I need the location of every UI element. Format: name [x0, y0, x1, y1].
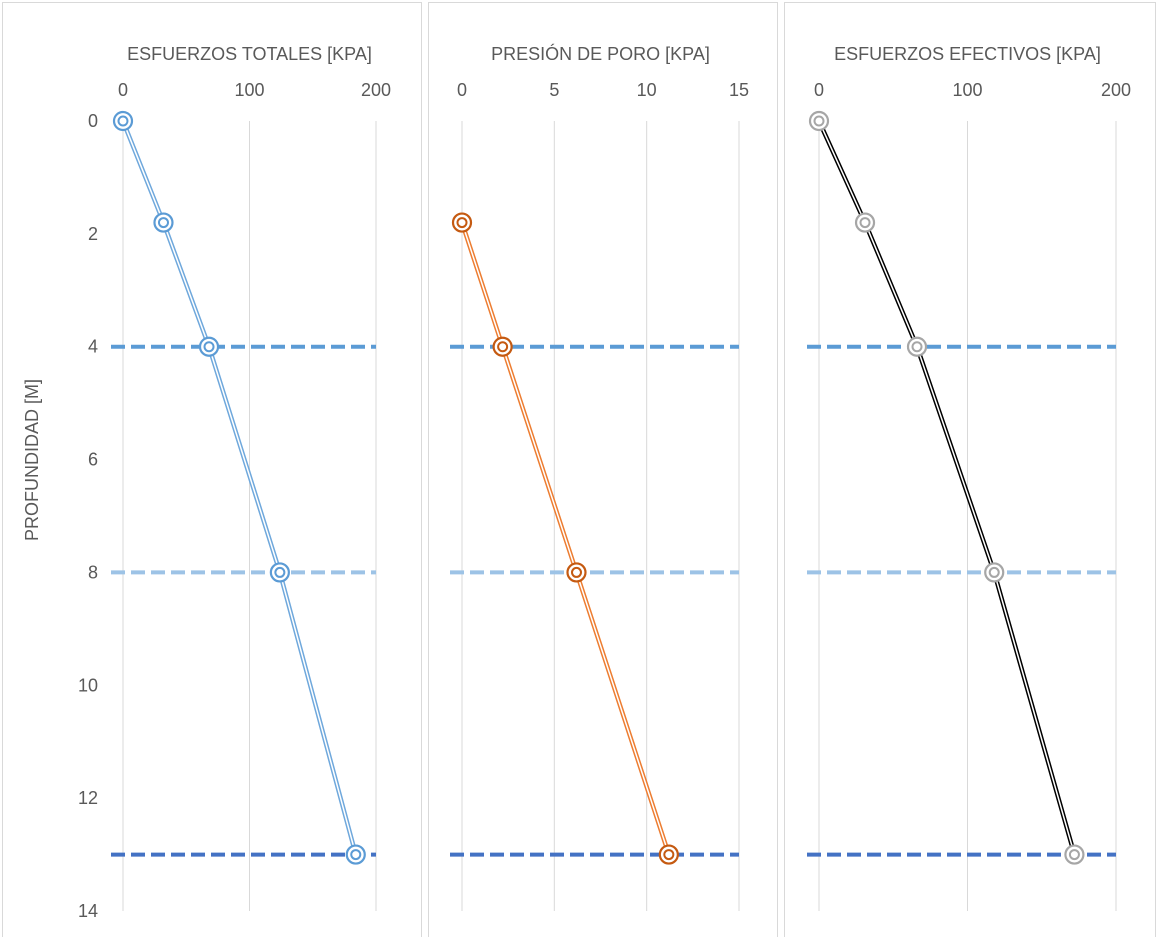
data-point-inner: [117, 115, 129, 127]
data-point-outer: [808, 110, 830, 132]
y-tick-label: 12: [78, 788, 98, 808]
data-point-inner: [157, 217, 169, 229]
data-point: [658, 844, 679, 865]
data-point-outer: [198, 336, 220, 357]
data-point-outer: [1064, 844, 1085, 865]
data-point: [345, 844, 366, 865]
panel-frame-1: [2, 2, 422, 937]
x-tick-label: 100: [952, 80, 982, 100]
x-tick-label: 5: [549, 80, 559, 100]
chart-title: ESFUERZOS EFECTIVOS [KPA]: [834, 44, 1101, 64]
x-tick-label: 100: [234, 80, 264, 100]
data-point-inner: [813, 115, 825, 127]
data-point: [492, 336, 513, 357]
data-point: [153, 212, 174, 233]
data-point: [566, 562, 587, 583]
x-tick-label: 10: [637, 80, 657, 100]
x-tick-label: 15: [729, 80, 749, 100]
x-tick-label: 0: [118, 80, 128, 100]
data-point: [112, 110, 134, 132]
data-point-outer: [906, 336, 928, 357]
data-point-outer: [658, 844, 679, 865]
data-point-outer: [492, 336, 513, 357]
y-tick-label: 2: [88, 224, 98, 244]
chart-title: PRESIÓN DE PORO [KPA]: [491, 43, 710, 64]
data-point-inner: [859, 217, 871, 229]
y-tick-label: 8: [88, 562, 98, 582]
series-line-inner: [461, 222, 670, 855]
data-point-inner: [203, 341, 215, 353]
y-tick-label: 10: [78, 675, 98, 695]
data-point-outer: [451, 212, 473, 233]
x-tick-label: 0: [814, 80, 824, 100]
data-point: [269, 562, 290, 583]
data-point-inner: [456, 217, 468, 229]
data-point-outer: [984, 562, 1005, 583]
data-point: [984, 562, 1005, 583]
data-point-inner: [350, 849, 362, 861]
y-tick-label: 4: [88, 337, 98, 357]
data-point-outer: [269, 562, 290, 583]
data-point-inner: [497, 341, 509, 353]
data-point: [808, 110, 830, 132]
data-point-outer: [112, 110, 134, 132]
data-point: [1064, 844, 1085, 865]
data-point: [906, 336, 928, 357]
data-point-inner: [570, 566, 582, 578]
data-point-inner: [988, 566, 1000, 578]
data-point: [451, 212, 473, 233]
data-point-outer: [566, 562, 587, 583]
chart-title: ESFUERZOS TOTALES [KPA]: [127, 44, 372, 64]
x-tick-label: 200: [1101, 80, 1131, 100]
data-point-outer: [345, 844, 366, 865]
x-tick-label: 200: [361, 80, 391, 100]
data-point-inner: [911, 341, 923, 353]
chart-panel-3: ESFUERZOS EFECTIVOS [KPA] 0 100 200: [807, 44, 1131, 911]
y-axis-title: PROFUNDIDAD [M]: [22, 379, 42, 541]
data-point: [854, 212, 876, 233]
panel-frame-2: [428, 2, 778, 937]
panel-frame-3: [784, 2, 1156, 937]
y-tick-labels: 0 2 4 6 8 10 12 14: [78, 111, 98, 921]
chart-panel-1: ESFUERZOS TOTALES [KPA] 0 100 200: [111, 44, 391, 911]
data-point-outer: [854, 212, 876, 233]
data-point-outer: [153, 212, 174, 233]
x-tick-label: 0: [457, 80, 467, 100]
y-tick-label: 6: [88, 450, 98, 470]
data-point: [198, 336, 220, 357]
data-point-inner: [663, 849, 675, 861]
chart-panel-2: PRESIÓN DE PORO [KPA] 0 5 10 15: [450, 43, 749, 911]
y-tick-label: 14: [78, 901, 98, 921]
data-point-inner: [274, 566, 286, 578]
y-tick-label: 0: [88, 111, 98, 131]
data-point-inner: [1068, 849, 1080, 861]
